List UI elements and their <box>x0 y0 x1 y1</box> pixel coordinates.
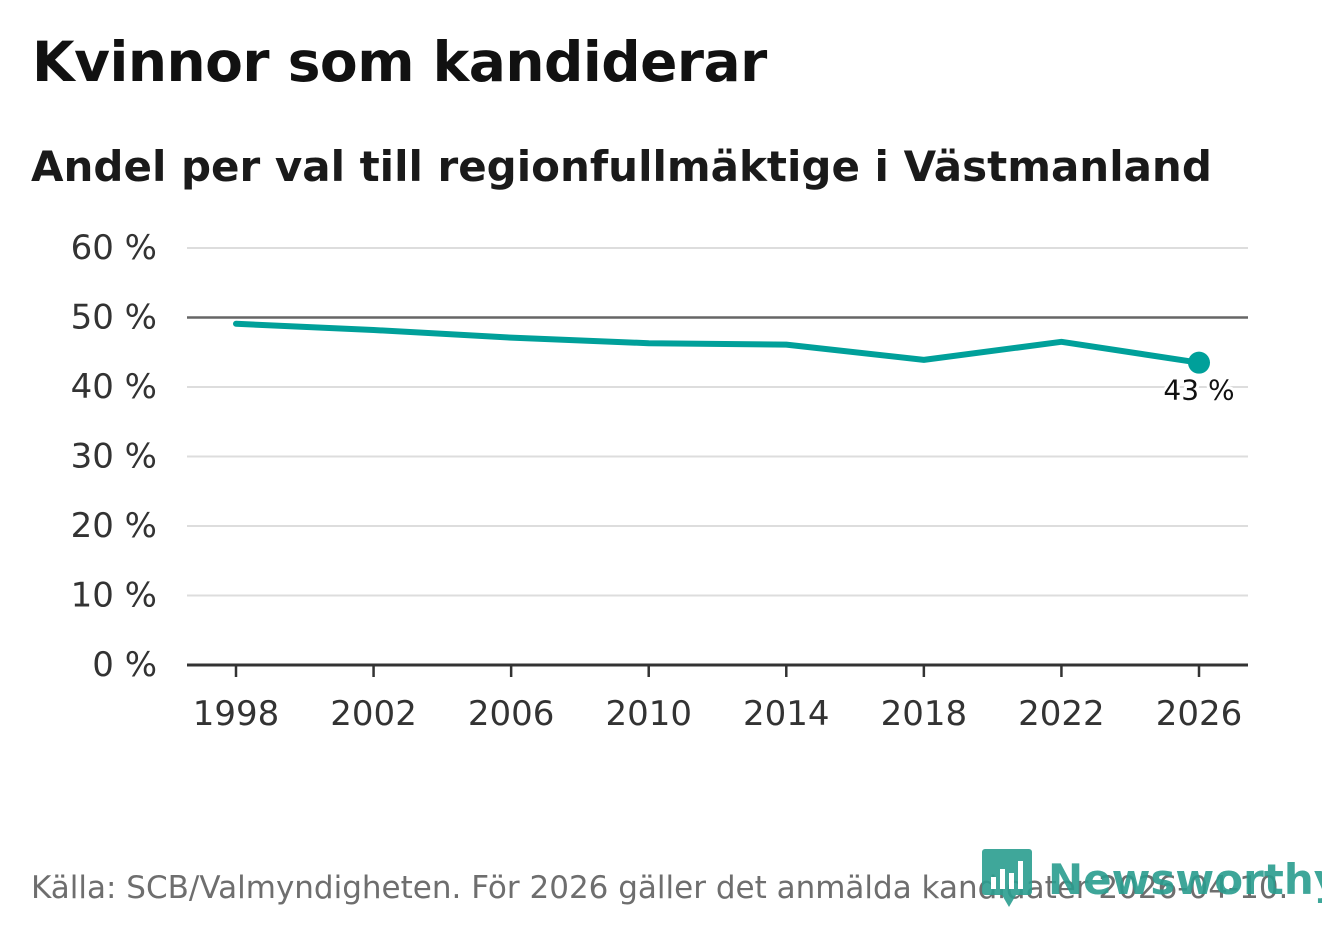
x-tick-label: 2022 <box>1018 694 1105 734</box>
end-point-marker <box>1188 351 1210 374</box>
brand-logo: Newsworthy <box>982 848 1322 910</box>
x-tick-label: 1998 <box>193 694 280 734</box>
y-tick-label: 0 % <box>92 645 157 685</box>
x-tick-label: 2014 <box>743 694 830 734</box>
newsworthy-logo-icon <box>982 849 1032 907</box>
y-tick-label: 40 % <box>71 367 157 407</box>
y-tick-label: 30 % <box>71 437 157 477</box>
chart-subtitle: Andel per val till regionfullmäktige i V… <box>31 142 1212 191</box>
x-tick-label: 2002 <box>330 694 417 734</box>
x-tick-label: 2018 <box>881 694 968 734</box>
y-tick-label: 20 % <box>71 506 157 546</box>
chart-title: Kvinnor som kandiderar <box>32 30 767 94</box>
y-tick-label: 60 % <box>71 228 157 268</box>
x-tick-label: 2010 <box>605 694 692 734</box>
y-tick-label: 10 % <box>71 576 157 616</box>
series-line-group <box>233 320 1210 374</box>
brand-name: Newsworthy <box>1048 854 1322 904</box>
grid-lines <box>187 247 1248 597</box>
source-note: Källa: SCB/Valmyndigheten. För 2026 gäll… <box>31 870 1289 906</box>
x-axis-labels: 1998 2002 2006 2010 2014 2018 2022 2026 <box>193 694 1243 734</box>
end-value-label: 43 % <box>1163 374 1234 407</box>
y-tick-label: 50 % <box>71 298 157 338</box>
x-tick-label: 2006 <box>468 694 555 734</box>
x-tick-label: 2026 <box>1156 694 1243 734</box>
series-line <box>233 320 1202 366</box>
data-labels: 43 % <box>1160 371 1237 410</box>
x-axis <box>187 663 1248 677</box>
y-axis-labels: 0 % 10 % 20 % 30 % 40 % 50 % 60 % <box>71 228 157 685</box>
